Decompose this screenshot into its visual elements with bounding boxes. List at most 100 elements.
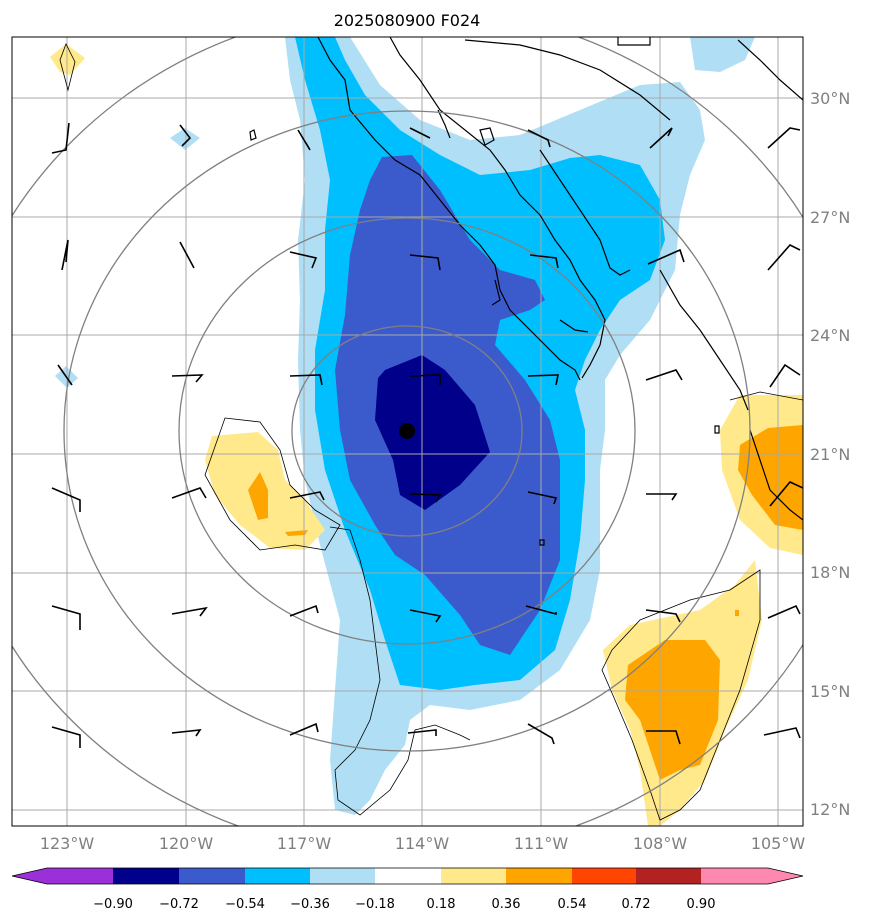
contour-pos036-west-speck <box>285 530 308 536</box>
map-area <box>12 37 803 826</box>
map-frame <box>11 36 804 827</box>
storm-center-marker <box>399 423 415 439</box>
coastline <box>59 37 803 821</box>
wind-barb <box>527 491 558 505</box>
wind-barb <box>527 374 559 386</box>
colorbar-segment <box>375 868 441 884</box>
wind-barbs <box>51 122 803 748</box>
wind-barb <box>767 604 801 619</box>
contour-pos036-west <box>248 472 268 520</box>
wind-barb <box>409 374 441 385</box>
colorbar-label: 0.90 <box>687 897 716 912</box>
lon-label: 108°W <box>633 834 688 853</box>
lat-tick-labels: 12°N 15°N 18°N 21°N 24°N 27°N 30°N <box>810 89 850 819</box>
colorbar-segment <box>47 868 113 884</box>
wind-barb <box>767 127 801 149</box>
wind-barb <box>51 122 70 154</box>
colorbar-label: −0.54 <box>225 897 265 912</box>
wind-barb <box>529 254 559 269</box>
wind-barb <box>289 604 319 617</box>
colorbar-label: −0.36 <box>290 897 330 912</box>
colorbar-label: 0.54 <box>558 897 587 912</box>
graticule <box>12 37 803 826</box>
contour-neg018-speck-a <box>170 128 200 150</box>
wind-barb <box>289 722 319 736</box>
wind-barb <box>289 491 325 501</box>
wind-barb <box>769 481 803 507</box>
colorbar-min-extend <box>12 868 47 884</box>
colorbar-label: 0.18 <box>427 897 456 912</box>
wind-barb <box>289 374 323 386</box>
lon-label: 123°W <box>40 834 95 853</box>
wind-barb <box>409 254 441 271</box>
contour-pos036-southeast <box>625 640 720 780</box>
wind-barb <box>171 606 208 617</box>
wind-barb <box>409 127 431 139</box>
wind-barb <box>179 124 192 147</box>
wind-barb <box>171 374 204 383</box>
colorbar-segment <box>701 868 768 884</box>
wind-barb <box>646 493 678 501</box>
wind-barb <box>527 129 551 148</box>
wind-barb <box>527 723 555 745</box>
wind-barb <box>409 493 442 503</box>
wind-barb <box>179 241 195 269</box>
colorbar-segment <box>572 868 636 884</box>
wind-barb <box>57 364 73 386</box>
contour-pos036-east <box>738 425 803 530</box>
lat-label: 21°N <box>810 445 850 464</box>
range-rings <box>12 37 803 826</box>
wind-barb <box>171 729 202 737</box>
lon-label: 117°W <box>277 834 332 853</box>
wind-barb <box>769 363 801 388</box>
lon-label: 111°W <box>514 834 569 853</box>
lon-label: 114°W <box>395 834 450 853</box>
colorbar: −0.90 −0.72 −0.54 −0.36 −0.18 0.18 0.36 … <box>11 867 804 912</box>
map-title: 2025080900 F024 <box>334 11 481 30</box>
colorbar-label: −0.72 <box>159 897 199 912</box>
wind-barb <box>297 129 311 151</box>
wind-barb <box>51 726 81 748</box>
colorbar-label: 0.72 <box>622 897 651 912</box>
colorbar-segment <box>506 868 572 884</box>
colorbar-label: −0.90 <box>93 897 133 912</box>
wind-barb <box>51 487 81 512</box>
colorbar-label: −0.18 <box>355 897 395 912</box>
lat-label: 12°N <box>810 800 850 819</box>
wind-barb <box>645 609 681 623</box>
colorbar-segment <box>245 868 310 884</box>
wind-barb <box>61 239 69 271</box>
lat-label: 15°N <box>810 682 850 701</box>
contour-neg072 <box>375 355 490 510</box>
wind-barb <box>409 609 442 623</box>
wind-barb <box>289 251 318 269</box>
wind-barb <box>645 369 683 381</box>
colorbar-segment <box>441 868 506 884</box>
colorbar-segment <box>310 868 375 884</box>
lat-label: 24°N <box>810 326 850 345</box>
lon-tick-labels: 123°W 120°W 117°W 114°W 111°W 108°W 105°… <box>40 834 806 853</box>
colorbar-label: 0.36 <box>492 897 521 912</box>
wind-barb <box>647 248 685 265</box>
lat-label: 27°N <box>810 208 850 227</box>
wind-barb <box>51 605 81 630</box>
wind-barb <box>763 727 801 739</box>
lat-label: 18°N <box>810 563 850 582</box>
lat-label: 30°N <box>810 89 850 108</box>
contour-neg054-speck <box>498 566 504 582</box>
contour-pos036-speck <box>735 610 739 616</box>
colorbar-outline <box>11 867 804 885</box>
lon-label: 105°W <box>751 834 806 853</box>
lon-label: 120°W <box>159 834 214 853</box>
wind-barb <box>171 487 207 499</box>
wind-barb <box>525 605 557 616</box>
wind-barb <box>649 127 673 149</box>
wind-barb <box>646 730 681 745</box>
colorbar-segment <box>113 868 179 884</box>
colorbar-segment <box>636 868 701 884</box>
wind-barb <box>407 729 437 736</box>
colorbar-max-extend <box>768 868 803 884</box>
colorbar-segment <box>179 868 245 884</box>
contour-neg018-ne <box>690 37 755 72</box>
